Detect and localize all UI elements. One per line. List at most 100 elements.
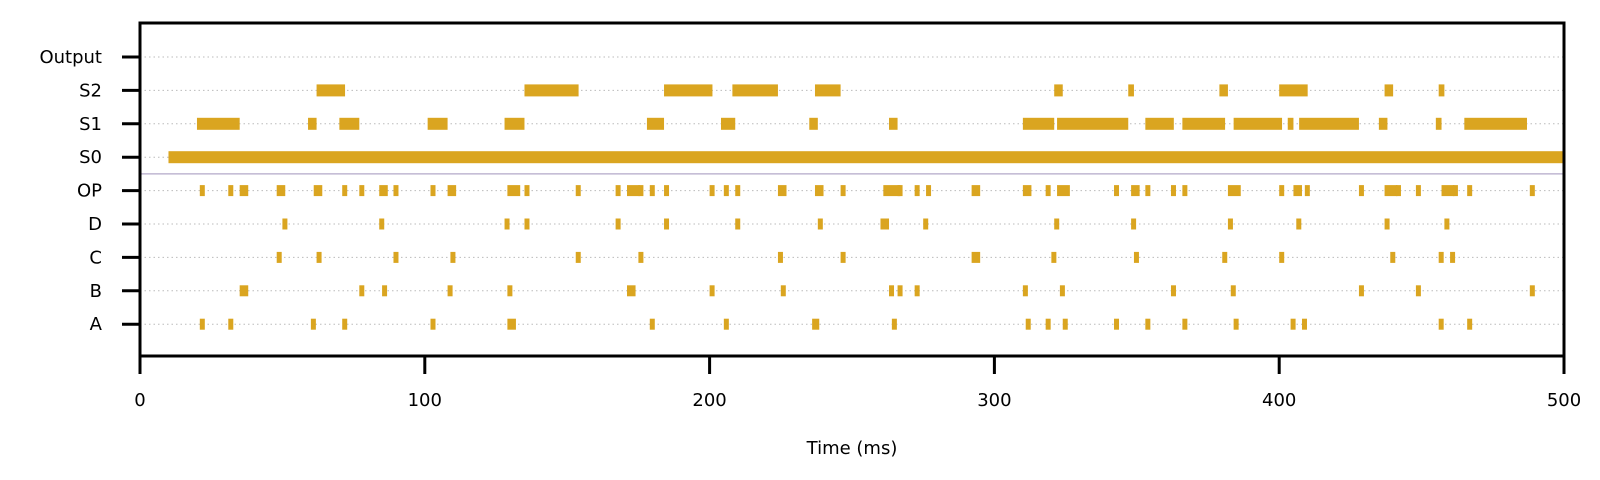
x-tick-label-100: 100 (408, 390, 442, 411)
event-a-11 (1045, 318, 1051, 330)
event-op-42 (1358, 185, 1364, 197)
event-c-6 (777, 251, 783, 263)
event-a-8 (812, 318, 820, 330)
event-op-40 (1293, 185, 1302, 197)
event-op-13 (575, 185, 581, 197)
event-op-17 (649, 185, 655, 197)
event-op-35 (1145, 185, 1151, 197)
event-b-17 (1529, 285, 1535, 297)
event-a-18 (1301, 318, 1307, 330)
event-c-11 (1222, 251, 1228, 263)
event-a-14 (1145, 318, 1151, 330)
event-b-9 (897, 285, 903, 297)
event-op-16 (638, 185, 644, 197)
event-c-2 (393, 251, 399, 263)
grid-lines (140, 56, 1564, 325)
event-b-6 (709, 285, 715, 297)
event-d-8 (880, 218, 890, 230)
event-op-47 (1452, 185, 1458, 197)
event-op-28 (926, 185, 932, 197)
event-b-14 (1230, 285, 1236, 297)
event-op-36 (1170, 185, 1176, 197)
event-d-7 (817, 218, 823, 230)
event-op-18 (664, 185, 670, 197)
event-d-4 (615, 218, 621, 230)
event-op-1 (228, 185, 234, 197)
event-op-33 (1114, 185, 1120, 197)
event-a-12 (1062, 318, 1068, 330)
event-s2-9 (1384, 84, 1394, 97)
event-b-11 (1022, 285, 1028, 297)
event-d-3 (524, 218, 530, 230)
event-op-44 (1395, 185, 1401, 197)
event-op-43 (1384, 185, 1398, 197)
x-axis-title: Time (ms) (806, 438, 898, 459)
event-op-27 (914, 185, 920, 197)
event-d-9 (923, 218, 929, 230)
event-s1-10 (1057, 117, 1129, 130)
event-b-0 (239, 285, 249, 297)
event-a-5 (507, 318, 516, 330)
event-d-13 (1296, 218, 1302, 230)
y-tick-label-output: Output (39, 47, 102, 68)
event-s1-1 (308, 117, 317, 130)
event-s0-0 (168, 151, 1565, 164)
event-s2-7 (1219, 84, 1228, 97)
event-a-4 (430, 318, 436, 330)
event-op-4 (313, 185, 323, 197)
event-d-11 (1131, 218, 1137, 230)
event-s1-8 (889, 117, 898, 130)
event-op-2 (239, 185, 249, 197)
event-d-2 (504, 218, 510, 230)
event-s1-15 (1299, 117, 1359, 130)
event-a-3 (342, 318, 348, 330)
event-a-13 (1114, 318, 1120, 330)
event-op-15 (627, 185, 640, 197)
event-s1-14 (1287, 117, 1294, 130)
event-s1-13 (1233, 117, 1283, 130)
event-a-16 (1233, 318, 1239, 330)
y-tick-label-a: A (90, 314, 103, 335)
event-s2-10 (1438, 84, 1445, 97)
event-c-12 (1279, 251, 1285, 263)
y-tick-label-d: D (88, 214, 102, 235)
event-d-10 (1054, 218, 1060, 230)
y-tick-label-c: C (89, 247, 102, 268)
event-a-10 (1025, 318, 1031, 330)
event-s1-2 (339, 117, 360, 130)
y-tick-label-s2: S2 (79, 80, 102, 101)
event-c-13 (1390, 251, 1396, 263)
event-s1-17 (1435, 117, 1442, 130)
event-op-26 (897, 185, 903, 197)
event-a-2 (310, 318, 316, 330)
x-tick-label-0: 0 (134, 390, 145, 411)
x-tick-label-500: 500 (1547, 390, 1581, 411)
event-c-8 (971, 251, 981, 263)
event-s2-2 (664, 84, 713, 97)
x-tick-label-400: 400 (1262, 390, 1296, 411)
event-op-29 (971, 185, 981, 197)
x-tick-label-200: 200 (692, 390, 726, 411)
y-tick-label-s0: S0 (79, 147, 102, 168)
event-op-25 (883, 185, 901, 197)
event-c-4 (575, 251, 581, 263)
event-op-34 (1131, 185, 1140, 197)
event-op-39 (1279, 185, 1285, 197)
event-d-1 (379, 218, 385, 230)
event-op-38 (1227, 185, 1241, 197)
event-b-13 (1170, 285, 1176, 297)
event-c-0 (276, 251, 282, 263)
event-s2-0 (316, 84, 346, 97)
x-tick-label-300: 300 (977, 390, 1011, 411)
event-a-20 (1467, 318, 1473, 330)
event-s2-3 (732, 84, 778, 97)
y-tick-label-op: OP (77, 181, 102, 202)
event-s1-0 (196, 117, 240, 130)
event-op-20 (723, 185, 729, 197)
event-op-41 (1304, 185, 1310, 197)
event-a-17 (1290, 318, 1296, 330)
event-s1-12 (1182, 117, 1226, 130)
event-op-5 (342, 185, 348, 197)
